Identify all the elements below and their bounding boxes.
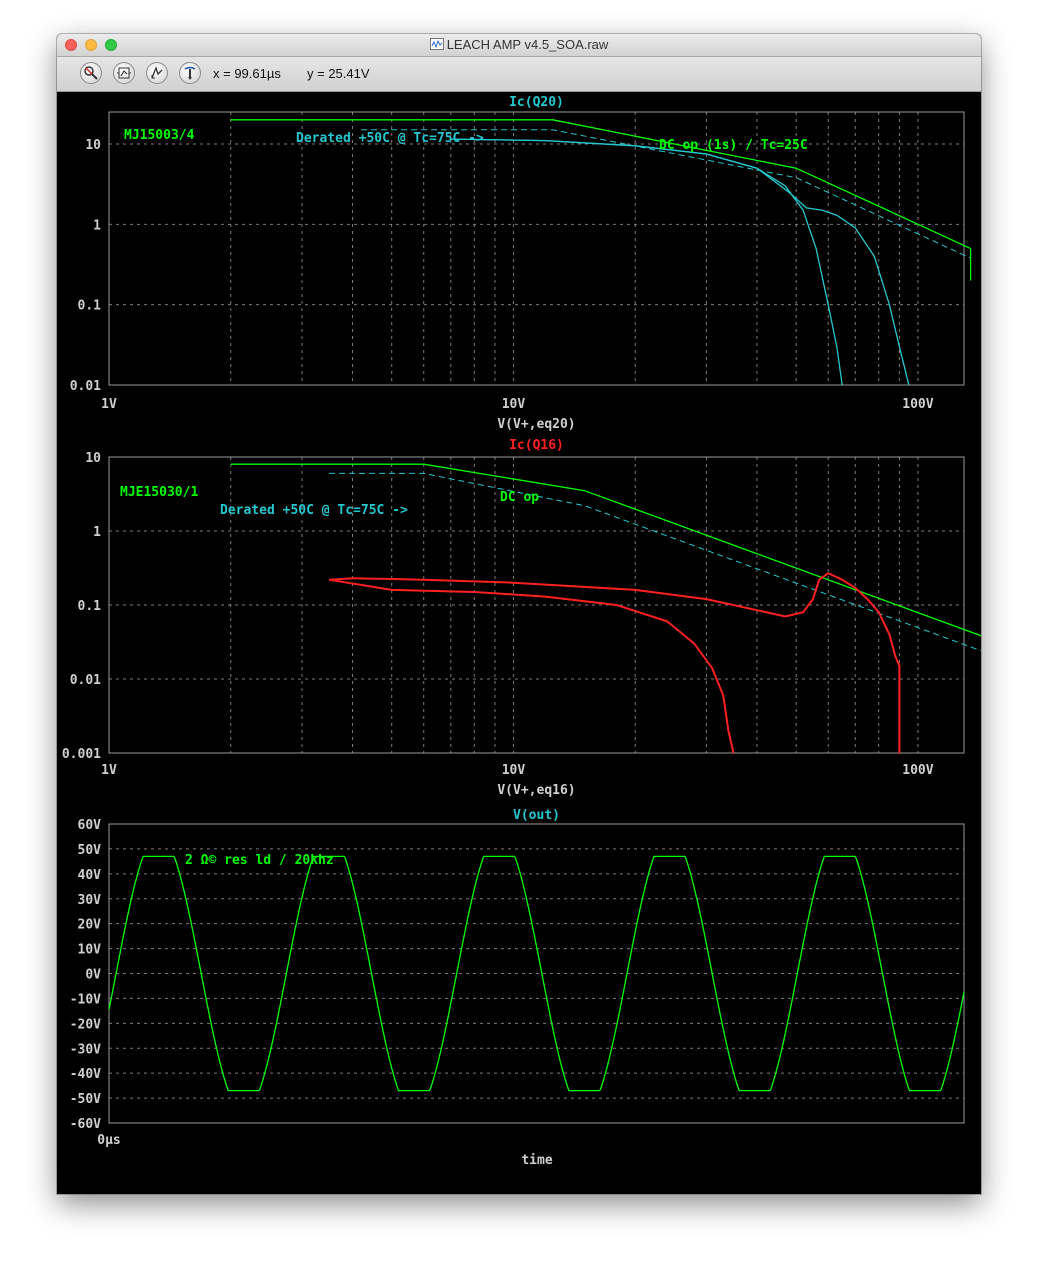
y-coordinate-readout: y = 25.41V — [307, 66, 370, 81]
y-tick-label: 1 — [93, 525, 101, 540]
y-tick-label: 0.01 — [70, 379, 101, 394]
vout-waveform — [108, 855, 965, 1092]
pan-icon — [151, 66, 163, 79]
dc-op-annotation: DC op — [500, 490, 539, 505]
series-line-5 — [328, 578, 735, 754]
chart-title: Ic(Q20) — [509, 95, 564, 110]
plot-frame — [108, 111, 965, 386]
autorange-button[interactable] — [113, 62, 135, 84]
autorange-icon — [117, 67, 131, 79]
app-window: LEACH AMP v4.5_SOA.raw x = 99.61µs y = 2… — [57, 34, 981, 1194]
close-window-button[interactable] — [65, 39, 77, 51]
x-tick-label: 1V — [101, 397, 117, 412]
plot-frame — [108, 823, 965, 1124]
x-axis-label: time — [521, 1153, 552, 1168]
probe-button[interactable] — [179, 62, 201, 84]
x-tick-label: 10V — [502, 763, 526, 778]
load-annotation: 2 Ω© res ld / 20khz — [185, 853, 334, 868]
y-tick-label: 0.1 — [78, 299, 102, 314]
x-tick-label: 0µs — [97, 1133, 120, 1148]
y-tick-label: 1 — [93, 218, 101, 233]
probe-icon — [184, 66, 196, 80]
y-tick-label: -60V — [70, 1117, 101, 1132]
x-tick-label: 100V — [902, 397, 933, 412]
series-line-1 — [230, 119, 972, 281]
y-tick-label: -30V — [70, 1042, 101, 1057]
zoom-window-button[interactable] — [105, 39, 117, 51]
series-line-2 — [361, 129, 971, 259]
derated-annotation: Derated +50C @ Tc=75C -> — [220, 503, 408, 518]
y-tick-label: 10V — [78, 943, 102, 958]
x-axis-label: V(V+,eq20) — [497, 417, 575, 432]
y-tick-label: 0.1 — [78, 599, 102, 614]
zoom-area-icon — [84, 66, 98, 80]
zoom-area-button[interactable] — [80, 62, 102, 84]
y-tick-label: -40V — [70, 1067, 101, 1082]
y-tick-label: 0.01 — [70, 673, 101, 688]
series-line-3 — [450, 138, 843, 386]
y-tick-label: 60V — [78, 818, 102, 833]
series-line-4 — [450, 138, 910, 386]
x-axis-label: V(V+,eq16) — [497, 783, 575, 798]
chart-title: Ic(Q16) — [509, 438, 564, 453]
waveform-document-icon — [429, 38, 444, 50]
y-tick-label: 10 — [85, 138, 101, 153]
window-title-wrap: LEACH AMP v4.5_SOA.raw — [57, 37, 981, 52]
toolbar: x = 99.61µs y = 25.41V — [57, 57, 981, 92]
series-line-1 — [230, 463, 981, 637]
series-line-3 — [329, 571, 901, 667]
minimize-window-button[interactable] — [85, 39, 97, 51]
y-tick-label: 50V — [78, 843, 102, 858]
x-coordinate-readout: x = 99.61µs — [213, 66, 281, 81]
y-tick-label: 40V — [78, 868, 102, 883]
y-tick-label: 30V — [78, 893, 102, 908]
x-tick-label: 100V — [902, 763, 933, 778]
y-tick-label: 20V — [78, 918, 102, 933]
series-line-2 — [329, 472, 981, 652]
device-label: MJ15003/4 — [124, 128, 195, 143]
window-title: LEACH AMP v4.5_SOA.raw — [446, 37, 609, 52]
y-tick-label: 0.001 — [62, 747, 101, 762]
x-tick-label: 10V — [502, 397, 526, 412]
plot-frame — [108, 456, 965, 754]
y-tick-label: 10 — [85, 451, 101, 466]
dc-op-annotation: DC op (1s) / Tc=25C — [659, 138, 808, 153]
y-tick-label: -20V — [70, 1017, 101, 1032]
device-label: MJE15030/1 — [120, 485, 198, 500]
title-bar: LEACH AMP v4.5_SOA.raw — [57, 34, 981, 57]
y-tick-label: -10V — [70, 992, 101, 1007]
y-tick-label: 0V — [85, 968, 101, 983]
y-tick-label: -50V — [70, 1092, 101, 1107]
x-tick-label: 1V — [101, 763, 117, 778]
pan-button[interactable] — [146, 62, 168, 84]
derated-annotation: Derated +50C @ Tc=75C -> — [296, 131, 484, 146]
chart-title: V(out) — [513, 808, 560, 823]
